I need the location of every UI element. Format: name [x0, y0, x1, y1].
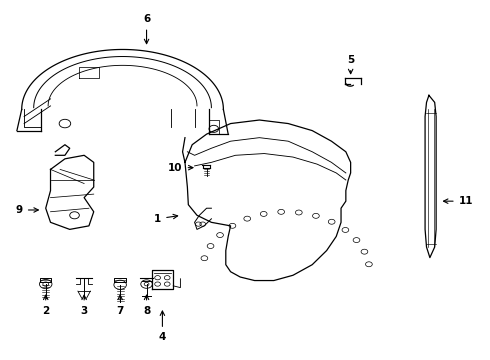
Text: 3: 3 [80, 295, 88, 315]
Text: 11: 11 [443, 196, 473, 206]
Text: 7: 7 [117, 295, 124, 315]
Text: 8: 8 [143, 295, 150, 315]
Text: 4: 4 [159, 311, 166, 342]
Text: 5: 5 [347, 55, 354, 74]
Text: 6: 6 [143, 14, 150, 44]
Text: 9: 9 [16, 205, 38, 215]
Text: 2: 2 [42, 295, 49, 315]
Text: 1: 1 [154, 214, 178, 224]
Text: 10: 10 [168, 163, 193, 173]
